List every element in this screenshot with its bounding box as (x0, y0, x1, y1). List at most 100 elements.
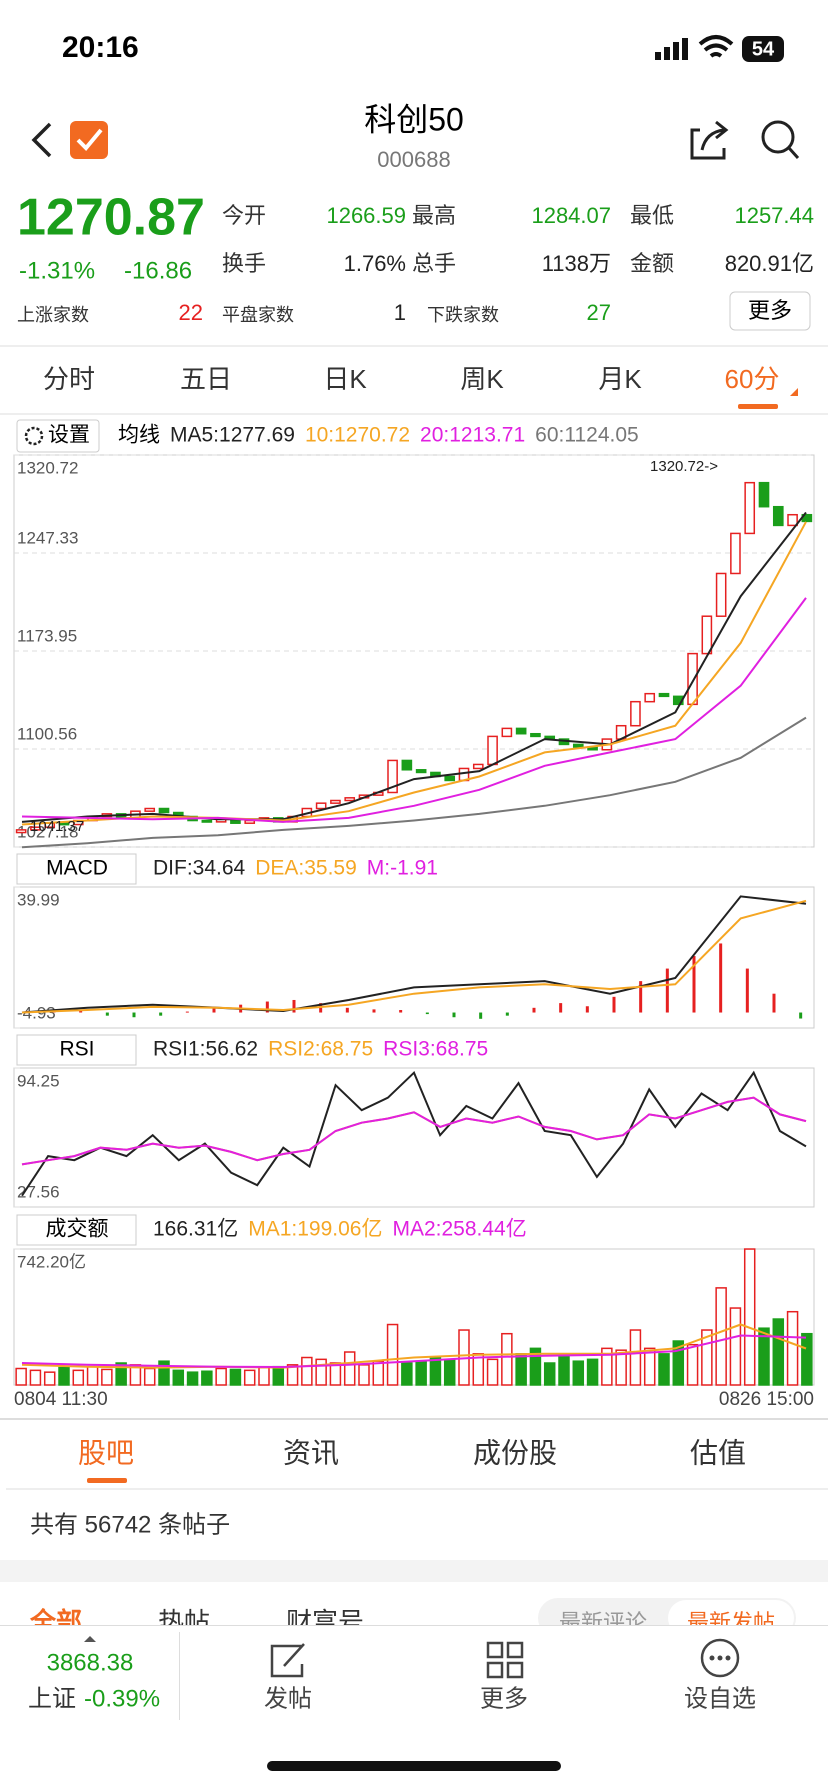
volume-bar (58, 1366, 70, 1386)
y-tick-label: 1247.33 (17, 528, 78, 547)
series-line (21, 895, 807, 1014)
volume-bar (15, 1367, 27, 1386)
stat-label: 最高 (412, 203, 456, 228)
volume-bar (215, 1367, 227, 1386)
volume-bar (629, 1329, 642, 1386)
wifi-icon (698, 35, 734, 58)
macd-bar (292, 999, 296, 1013)
volume-bar (115, 1362, 127, 1386)
macd-bar (79, 1010, 83, 1013)
more-label: 更多 (748, 298, 792, 323)
macd-bar (399, 1010, 403, 1013)
macd-bar (345, 1007, 349, 1013)
volume-bar (801, 1332, 813, 1386)
macd-bar (585, 1006, 589, 1013)
breadth-label: 平盘家数 (222, 305, 294, 325)
candle (30, 826, 41, 831)
watchlist-toggle[interactable] (70, 121, 108, 159)
period-tab[interactable]: 分时 (43, 364, 95, 394)
expand-icon[interactable] (84, 1636, 96, 1642)
volume-bar (415, 1360, 427, 1386)
volume-bar (301, 1356, 313, 1386)
macd-bar (665, 968, 669, 1013)
candle (158, 807, 170, 814)
nav-item[interactable]: 设自选 (684, 1685, 756, 1712)
period-tab[interactable]: 五日 (180, 364, 232, 394)
share-button[interactable] (690, 120, 729, 160)
candle (144, 807, 156, 812)
settings-label[interactable]: 设置 (48, 424, 90, 447)
macd-bar (105, 1012, 109, 1016)
indicator-switch[interactable] (16, 853, 137, 885)
series-line (21, 1334, 807, 1369)
candle (530, 732, 541, 738)
series-line (21, 716, 807, 849)
volume-bar (172, 1369, 185, 1386)
divider (6, 1488, 828, 1490)
divider (179, 1632, 180, 1720)
volume-bar (743, 1248, 756, 1386)
macd-bar (772, 993, 776, 1013)
gear-icon (24, 426, 44, 446)
detail-tab[interactable]: 资讯 (283, 1437, 339, 1468)
detail-tab[interactable]: 股吧 (78, 1437, 134, 1468)
macd-bar (159, 1012, 163, 1016)
stat-label: 今开 (222, 203, 266, 228)
legend-entry: MA1:199.06亿 (248, 1218, 382, 1241)
y-tick-label: 742.20亿 (17, 1252, 86, 1271)
volume-bar (558, 1354, 570, 1386)
period-tab[interactable]: 月K (598, 364, 642, 394)
candle (730, 532, 741, 575)
back-button[interactable] (31, 122, 52, 158)
index-value: 3868.38 (47, 1649, 134, 1676)
more-button[interactable] (729, 291, 811, 331)
tab-indicator (738, 404, 778, 409)
candle (772, 505, 784, 527)
indicator-switch[interactable] (16, 1214, 137, 1246)
candle (487, 735, 498, 766)
candle (201, 819, 213, 823)
ma-label: 均线 (118, 424, 160, 447)
stat-label: 最低 (630, 203, 674, 228)
change-pct: -1.31% (19, 257, 95, 284)
stat-value: 1.76% (344, 251, 406, 276)
indicator-label: MACD (46, 857, 108, 880)
indicator-label: 成交额 (46, 1218, 109, 1241)
nav-item[interactable]: 发帖 (264, 1685, 312, 1712)
volume-bar (486, 1358, 499, 1386)
check-icon (76, 128, 103, 151)
detail-tab[interactable]: 估值 (690, 1437, 746, 1468)
volume-bar (29, 1369, 42, 1386)
period-tab[interactable]: 60分 (725, 364, 780, 394)
volume-bar (586, 1358, 599, 1386)
detail-tab[interactable]: 成份股 (473, 1437, 557, 1468)
more-dots (709, 1655, 731, 1661)
divider (0, 413, 828, 415)
candle (387, 759, 398, 794)
divider (0, 1625, 828, 1626)
nav-item[interactable]: 更多 (480, 1685, 528, 1712)
legend-entry: DIF:34.64 (153, 857, 246, 880)
high-marker: 1320.72-> (650, 458, 718, 475)
volume-bar (86, 1365, 99, 1386)
period-tab[interactable]: 周K (460, 364, 504, 394)
breadth-value: 27 (587, 300, 611, 325)
series-line (21, 1070, 807, 1197)
price: 1270.87 (17, 189, 205, 247)
volume-bar (72, 1369, 85, 1386)
low-marker: 1041.37 (30, 818, 84, 835)
period-tab[interactable]: 日K (323, 364, 367, 394)
indicator-switch[interactable] (16, 1034, 137, 1066)
search-button[interactable] (761, 120, 800, 160)
volume-bar (101, 1368, 113, 1386)
candle (687, 652, 698, 706)
volume-bar (429, 1356, 442, 1386)
candle (701, 615, 713, 655)
macd-bar (612, 996, 616, 1013)
tab-indicator (87, 1478, 127, 1483)
y-tick-label: 94.25 (17, 1071, 60, 1090)
legend-entry: DEA:35.59 (255, 857, 357, 880)
volume-bar (272, 1365, 285, 1386)
volume-bar (729, 1307, 742, 1386)
